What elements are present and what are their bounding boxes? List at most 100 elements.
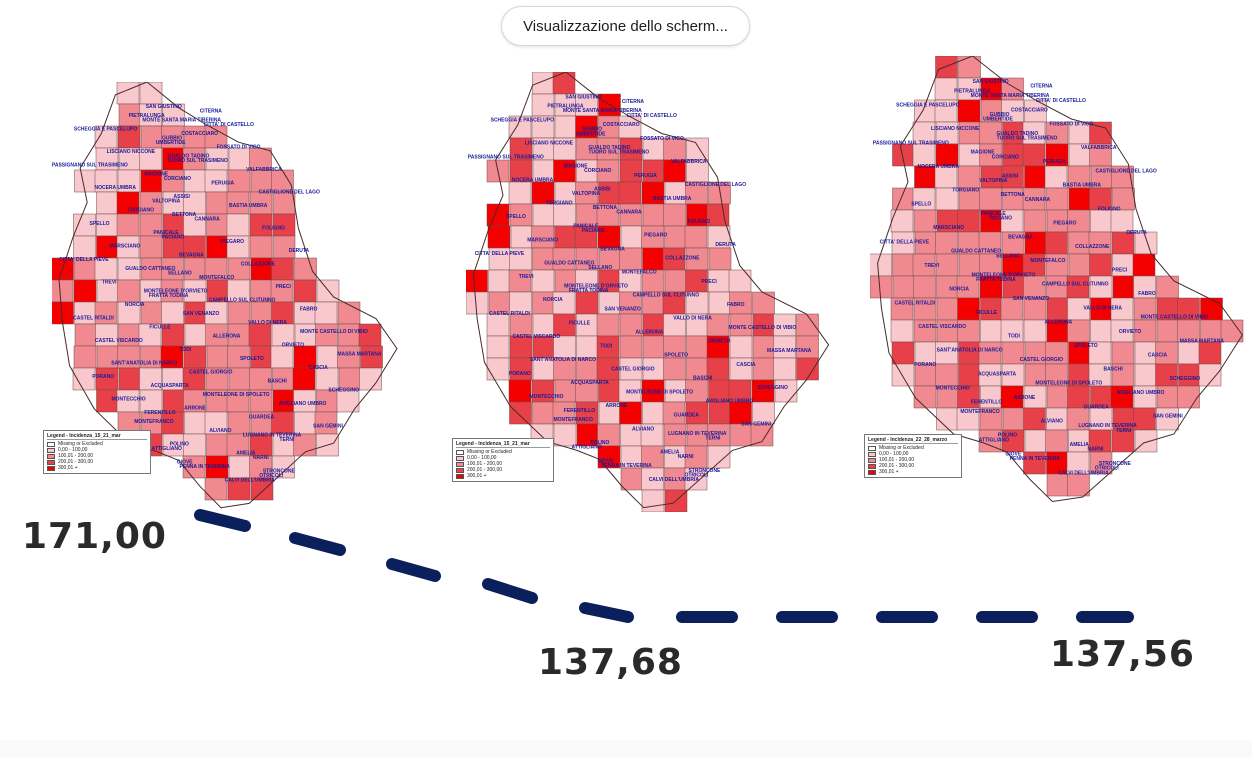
municipality-label: ARRONE (606, 403, 628, 409)
municipality-area (1045, 231, 1068, 255)
municipality-area (553, 203, 576, 227)
municipality-label: GUALDO CATTANEO (544, 260, 594, 266)
municipality-label: SPELLO (506, 214, 526, 220)
municipality-label: NOCERA UMBRA (94, 185, 136, 191)
municipality-area (596, 313, 620, 337)
municipality-label: FERENTILLO (144, 410, 175, 416)
municipality-area (248, 323, 272, 347)
municipality-label: FOSSATO DI VICO (1049, 121, 1093, 127)
municipality-area (752, 291, 775, 315)
municipality-area (796, 357, 819, 381)
legend-item: 0,00 - 100,00 (58, 447, 88, 453)
municipality-label: PRECI (276, 284, 292, 290)
municipality-label: MONTE SANTA MARIA TIBERINA (971, 93, 1050, 99)
municipality-label: CASTEL VISCARDO (512, 334, 560, 340)
municipality-label: CITTA' DI CASTELLO (1036, 98, 1086, 104)
municipality-label: CALVI DELL'UMBRIA (1058, 470, 1109, 476)
municipality-label: GUARDEA (1084, 404, 1110, 410)
municipality-label: MONTEFALCO (199, 275, 234, 281)
municipality-label: LISCIANO NICCONE (525, 140, 574, 146)
municipality-label: BASCHI (1104, 367, 1124, 373)
municipality-label: NARNI (678, 454, 694, 460)
municipality-label: SAN GIUSTINO (565, 94, 601, 100)
municipality-label: GIOVE (1005, 451, 1022, 457)
map-legend: Legend - Incidenza_15_21_mar Missing or … (452, 438, 554, 482)
municipality-label: PRECI (1112, 268, 1128, 274)
municipality-label: MONTE CASTELLO DI VIBIO (1141, 315, 1209, 321)
municipality-area (936, 407, 959, 431)
municipality-label: GIOVE (177, 460, 194, 466)
municipality-area (294, 257, 317, 281)
municipality-label: GUARDEA (249, 415, 275, 421)
municipality-label: PIETRALUNGA (547, 104, 584, 110)
municipality-area (957, 165, 981, 189)
municipality-area (597, 445, 621, 469)
municipality-label: LISCIANO NICCONE (107, 149, 156, 155)
municipality-area (935, 363, 958, 387)
municipality-area (206, 345, 230, 369)
municipality-label: CASTEL GIORGIO (189, 370, 232, 376)
municipality-area (1089, 451, 1113, 475)
legend-swatch-missing (47, 441, 55, 447)
municipality-label: PIEGARO (221, 239, 244, 245)
municipality-label: UMBERTIDE (156, 140, 186, 146)
municipality-label: CASTEL VISCARDO (95, 338, 143, 344)
municipality-area (708, 401, 732, 425)
municipality-label: COSTACCIARO (603, 122, 640, 128)
municipality-label: SAN GEMINI (313, 424, 343, 430)
municipality-area (1178, 363, 1201, 387)
municipality-label: TODI (179, 347, 191, 353)
municipality-label: BETTONA (1001, 192, 1025, 198)
municipality-label: POLINO (590, 440, 609, 446)
municipality-label: PORANO (92, 374, 114, 380)
municipality-label: CALVI DELL'UMBRIA (649, 477, 700, 483)
municipality-label: FRATTA TODINA (149, 293, 189, 299)
municipality-area (228, 455, 252, 479)
screen-share-chip[interactable]: Visualizzazione dello scherm... (501, 6, 750, 46)
municipality-label: SCHEGGIA E PASCELUPO (491, 117, 554, 123)
municipality-label: MONTE CASTELLO DI VIBIO (300, 329, 368, 335)
municipality-label: VALTOPINA (572, 191, 600, 197)
municipality-area (1090, 319, 1113, 343)
municipality-label: COSTACCIARO (1011, 107, 1048, 113)
municipality-label: CASTEL VISCARDO (918, 324, 966, 330)
municipality-area (509, 401, 532, 425)
municipality-label: ORVIETO (708, 339, 730, 345)
municipality-label: PIEGARO (644, 233, 667, 239)
municipality-area (935, 56, 958, 79)
municipality-area (532, 313, 556, 337)
municipality-label: ACQUASPARTA (151, 383, 190, 389)
municipality-label: MONTELEONE D'ORVIETO (972, 272, 1036, 278)
municipality-label: MARSCIANO (527, 237, 558, 243)
municipality-label: SANT'ANATOLIA DI NARCO (530, 357, 596, 363)
municipality-label: MONTECCHIO (936, 385, 970, 391)
municipality-label: COLLAZZONE (241, 261, 276, 267)
municipality-area (686, 335, 709, 359)
municipality-label: NORCIA (125, 302, 145, 308)
legend-swatch-4 (47, 465, 55, 471)
municipality-area (139, 235, 163, 259)
municipality-area (1089, 253, 1112, 277)
municipality-area (1198, 363, 1222, 387)
municipality-area (598, 181, 621, 205)
municipality-area (73, 279, 97, 303)
municipality-label: GUARDEA (674, 412, 700, 418)
municipality-label: CAMPELLO SUL CLITUNNO (1042, 282, 1109, 288)
municipality-label: STRONCONE (688, 468, 721, 474)
municipality-area (1068, 187, 1092, 211)
municipality-label: ALVIANO (1041, 418, 1063, 424)
municipality-area (508, 181, 532, 205)
municipality-area (684, 225, 708, 249)
municipality-label: MONTE SANTA MARIA TIBERINA (142, 117, 221, 123)
municipality-label: COLLAZZONE (1075, 244, 1110, 250)
municipality-label: CITTA' DELLA PIEVE (59, 257, 109, 263)
map-incidence-week-3: SAN GIUSTINO CITERNA PIETRALUNGA MONTE SANT… (864, 56, 1250, 506)
municipality-label: VALFABBRICA (1081, 145, 1117, 151)
municipality-area (891, 341, 915, 365)
municipality-label: TODI (1008, 334, 1020, 340)
municipality-label: GUBBIO (582, 127, 602, 133)
municipality-label: POLINO (170, 442, 189, 448)
municipality-label: FABRO (300, 307, 318, 313)
municipality-label: ORVIETO (282, 343, 304, 349)
municipality-label: COLLAZZONE (665, 256, 700, 262)
